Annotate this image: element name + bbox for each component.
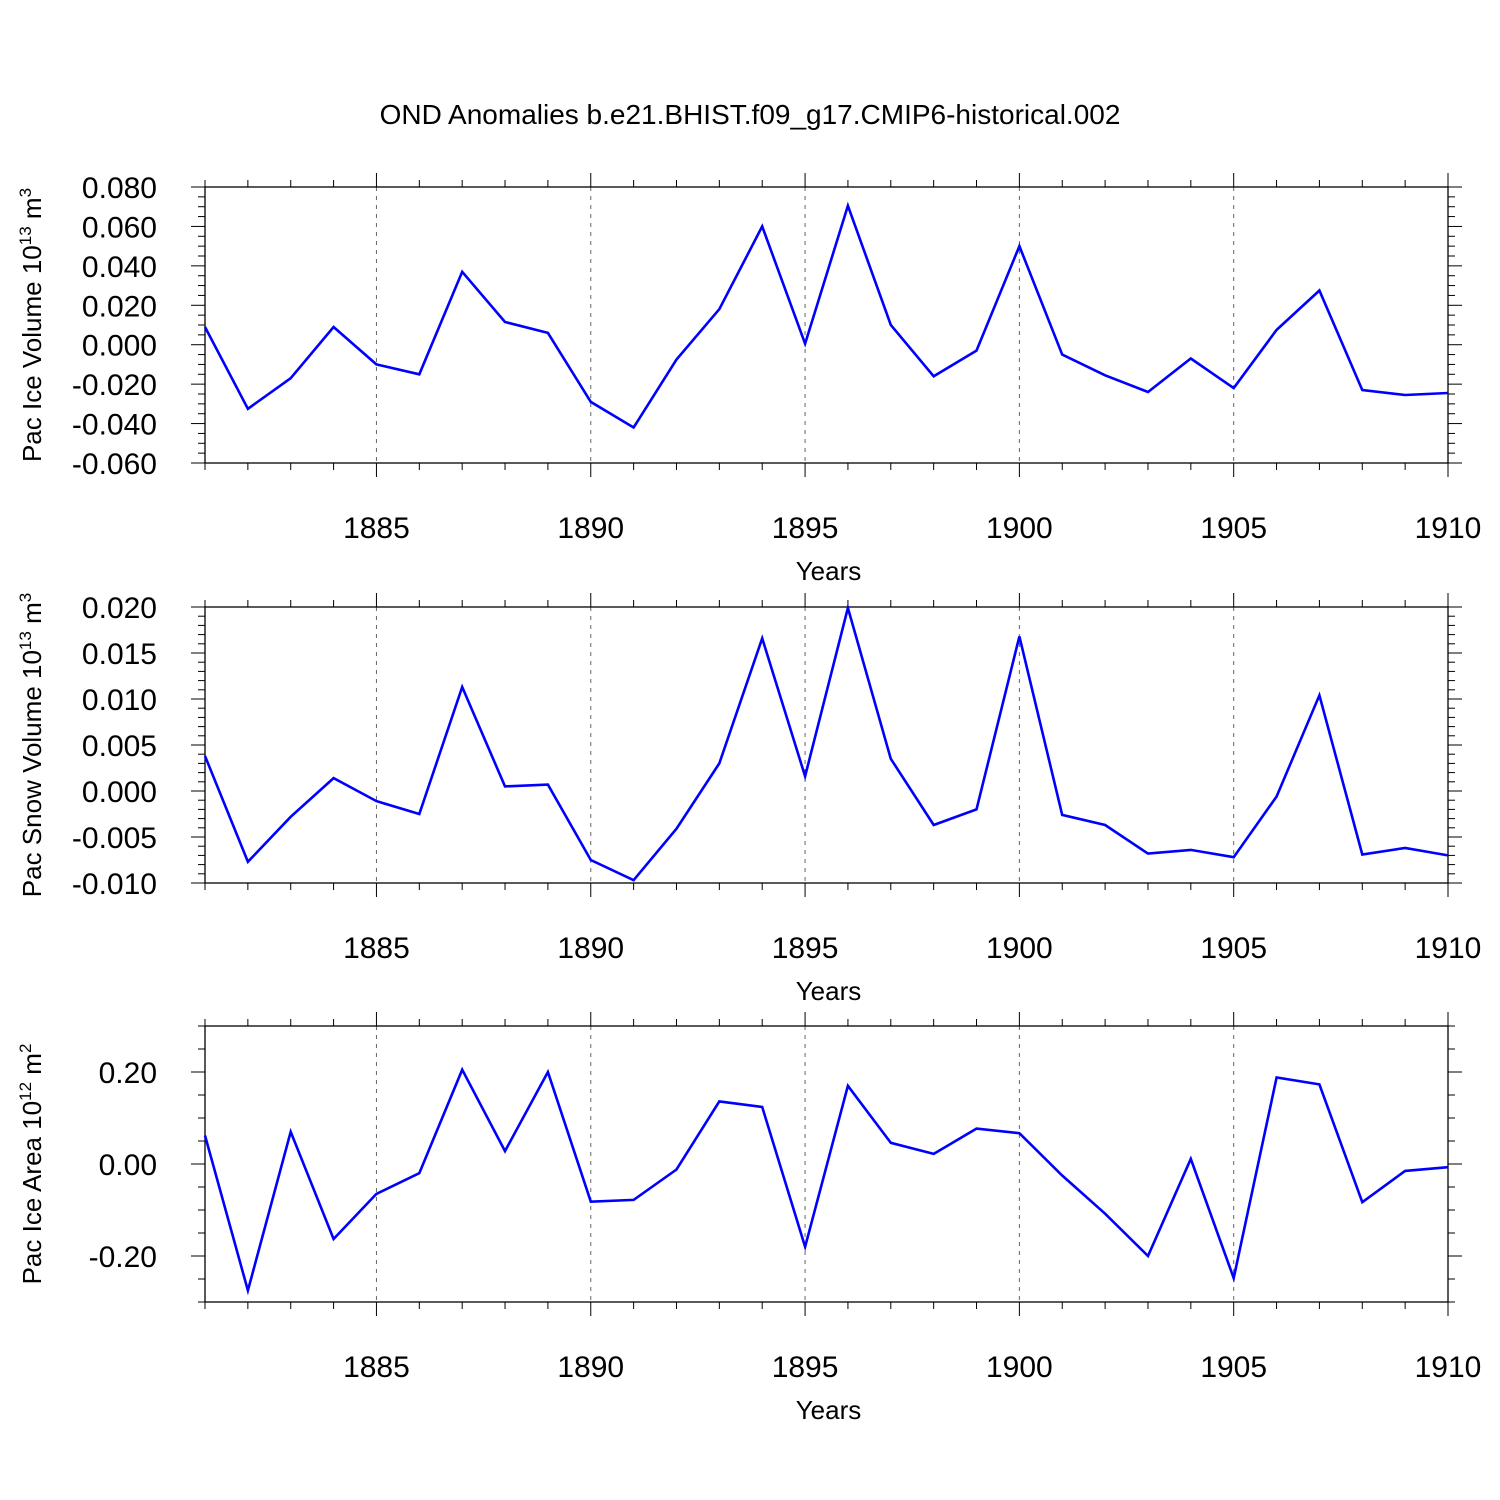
y-tick-label: 0.040 — [82, 251, 157, 284]
x-tick-label: 1895 — [772, 932, 839, 965]
y-tick-label: 0.060 — [82, 211, 157, 244]
figure-title: OND Anomalies b.e21.BHIST.f09_g17.CMIP6-… — [380, 99, 1121, 130]
y-tick-label: -0.20 — [89, 1241, 157, 1274]
y-tick-label: 0.010 — [82, 684, 157, 717]
y-axis-label: Pac Snow Volume 1013 m3 — [16, 593, 47, 897]
y-tick-label: 0.20 — [99, 1057, 157, 1090]
x-axis-label: Years — [796, 556, 862, 586]
x-tick-label: 1890 — [557, 1351, 624, 1384]
y-tick-label: -0.040 — [72, 409, 157, 442]
x-tick-label: 1905 — [1200, 932, 1267, 965]
x-tick-label: 1895 — [772, 512, 839, 545]
y-tick-label: 0.015 — [82, 638, 157, 671]
y-tick-label: -0.010 — [72, 868, 157, 901]
plot-frame — [204, 606, 1449, 884]
y-tick-label: 0.020 — [82, 592, 157, 625]
y-tick-label: -0.060 — [72, 448, 157, 481]
y-tick-label: 0.000 — [82, 330, 157, 363]
x-axis-label: Years — [796, 1395, 862, 1425]
y-tick-label: 0.00 — [99, 1149, 157, 1182]
x-axis-label: Years — [796, 976, 862, 1006]
x-tick-label: 1885 — [343, 1351, 410, 1384]
series-line — [203, 201, 1449, 430]
y-tick-label: -0.020 — [72, 369, 157, 402]
y-tick-label: 0.000 — [82, 776, 157, 809]
plot-frame — [204, 186, 1449, 464]
x-tick-label: 1900 — [986, 1351, 1053, 1384]
x-tick-label: 1900 — [986, 512, 1053, 545]
y-axis-label: Pac Ice Volume 1013 m3 — [16, 188, 47, 462]
y-tick-label: 0.080 — [82, 172, 157, 205]
x-tick-label: 1905 — [1200, 512, 1267, 545]
chart-panel-2: 1885 1890 1895 1900 1905 1910 Years -0.010 -0.00… — [16, 592, 1481, 1006]
y-axis-label: Pac Ice Area 1012 m2 — [16, 1044, 47, 1285]
x-tick-label: 1885 — [343, 512, 410, 545]
x-tick-label: 1910 — [1415, 512, 1482, 545]
y-tick-label: 0.020 — [82, 290, 157, 323]
chart-panel-3: 1885 1890 1895 1900 1905 1910 Years -0.20 0.00 0.… — [16, 1012, 1481, 1425]
x-tick-label: 1910 — [1415, 932, 1482, 965]
x-tick-label: 1900 — [986, 932, 1053, 965]
x-tick-label: 1895 — [772, 1351, 839, 1384]
y-tick-label: 0.005 — [82, 730, 157, 763]
y-tick-label: -0.005 — [72, 822, 157, 855]
x-tick-label: 1890 — [557, 932, 624, 965]
x-tick-label: 1905 — [1200, 1351, 1267, 1384]
series-line — [203, 602, 1449, 882]
x-tick-label: 1885 — [343, 932, 410, 965]
x-tick-label: 1910 — [1415, 1351, 1482, 1384]
series-line — [203, 1066, 1449, 1296]
x-tick-label: 1890 — [557, 512, 624, 545]
chart-panel-1: 1885 1890 1895 1900 1905 1910 Years -0.060 -0.04… — [16, 172, 1481, 586]
chart-panels: 1885 1890 1895 1900 1905 1910 Years -0.060 -0.04… — [16, 172, 1481, 1425]
